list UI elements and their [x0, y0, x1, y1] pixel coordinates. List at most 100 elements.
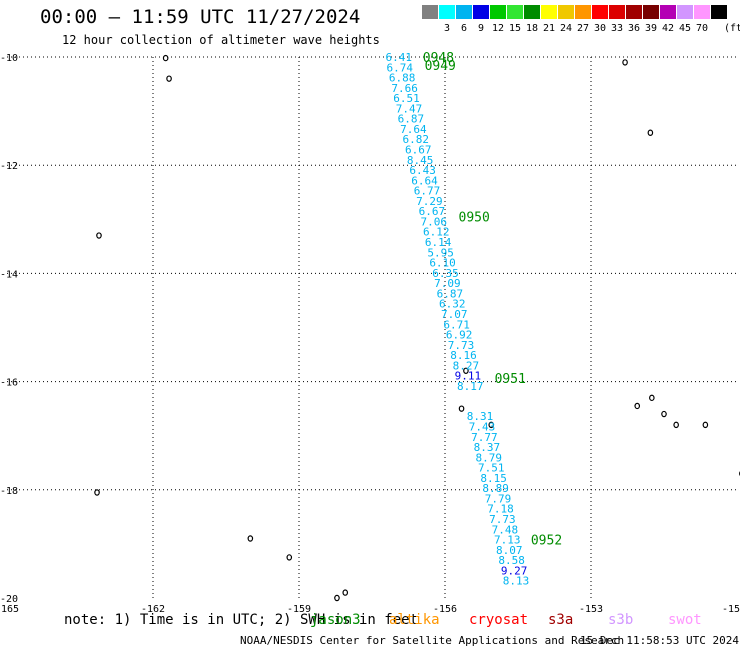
wave-height-value: 6.87 [398, 113, 425, 126]
mission-label: s3a [548, 612, 574, 628]
island-outline [647, 129, 654, 136]
colorbar-label: 12 [491, 23, 505, 34]
graticule [7, 56, 737, 598]
wave-height-value: 8.13 [503, 575, 530, 588]
mission-label: altika [389, 612, 440, 628]
island-outline [622, 59, 628, 66]
colorbar-swatch [473, 5, 489, 19]
lat-tick-label: -20 [0, 594, 18, 605]
wave-height-value: 7.73 [448, 339, 475, 352]
mission-label: s3b [608, 612, 634, 628]
colorbar-label: 15 [508, 23, 522, 34]
wave-height-value: 6.51 [393, 92, 420, 105]
wave-height-value: 7.73 [489, 513, 516, 526]
colorbar-swatch [575, 5, 591, 19]
colorbar-label: 39 [644, 23, 658, 34]
island-outline [96, 232, 102, 239]
wave-height-value: 6.64 [411, 174, 438, 187]
lon-tick-label: -156 [433, 604, 457, 615]
island-outline [342, 589, 349, 596]
wave-height-value: 6.10 [429, 257, 456, 270]
lon-tick-label: -165 [0, 604, 19, 615]
lon-tick-label: -15 [722, 604, 740, 615]
mission-label: swot [668, 612, 702, 628]
mission-label: cryosat [469, 612, 529, 628]
wave-height-value: 7.29 [416, 195, 443, 208]
colorbar-label: 36 [627, 23, 641, 34]
island-outline [673, 421, 679, 429]
island-outline [463, 367, 469, 374]
wave-height-value: 7.09 [434, 277, 461, 290]
axis-ticks: -165 -162 -159 -156 -153 -15 -10 -12 -14 -16 -18 -2… [0, 53, 740, 615]
colorbar-label: 27 [576, 23, 590, 34]
colorbar-label: 33 [610, 23, 624, 34]
colorbar-swatch [711, 5, 727, 19]
colorbar-swatch [524, 5, 540, 19]
wave-height-value: 6.87 [437, 287, 464, 300]
wave-height-value: 7.64 [400, 123, 427, 136]
wave-height-value: 6.88 [389, 72, 416, 85]
wave-height-value: 7.13 [494, 534, 521, 547]
colorbar-swatch [541, 5, 557, 19]
wave-height-value: 6.82 [403, 133, 430, 146]
wave-height-value: 6.14 [425, 236, 452, 249]
island-outline [649, 394, 655, 402]
island-outline [334, 594, 340, 602]
island-outline [634, 402, 641, 410]
lat-tick-label: -16 [0, 378, 18, 389]
colorbar-swatch [422, 5, 438, 19]
colorbar-unit: (ft) [724, 23, 740, 34]
wave-height-value: 6.41 [386, 51, 413, 64]
lat-tick-label: -18 [0, 486, 18, 497]
colorbar-label: 24 [559, 23, 573, 34]
wave-height-value: 7.79 [485, 492, 512, 505]
colorbar-label: 18 [525, 23, 539, 34]
wave-height-value: 8.45 [407, 154, 434, 167]
wave-height-value: 9.27 [501, 564, 528, 577]
wave-height-value: 8.79 [476, 451, 503, 464]
colorbar-label: 70 [695, 23, 709, 34]
island-outline [162, 54, 169, 62]
wave-height-value: 7.77 [471, 431, 498, 444]
island-outline [247, 535, 254, 542]
island-outline [702, 421, 709, 429]
colorbar-label: 9 [477, 23, 485, 34]
colorbar-swatch [694, 5, 710, 19]
wave-height-value: 5.95 [427, 246, 454, 259]
island-outline [488, 421, 495, 429]
wave-height-value: 7.18 [487, 503, 514, 516]
time-label: 0951 [495, 372, 526, 387]
wave-height-value: 8.27 [453, 359, 480, 372]
wave-height-value: 8.16 [450, 349, 477, 362]
wave-height-value: 7.51 [478, 462, 505, 475]
island-outline [286, 554, 293, 561]
lon-tick-label: -153 [579, 604, 603, 615]
time-label: 0950 [459, 211, 490, 226]
colorbar-swatch [490, 5, 506, 19]
wave-height-value: 7.06 [421, 215, 448, 228]
colorbar-swatch [609, 5, 625, 19]
wave-height-value: 6.74 [386, 61, 413, 74]
wave-height-value: 6.77 [414, 185, 441, 198]
lon-tick-label: -159 [287, 604, 311, 615]
island-outline [458, 405, 465, 412]
colorbar-swatch [677, 5, 693, 19]
wave-height-value: 8.15 [480, 472, 507, 485]
colorbar-swatch [507, 5, 523, 19]
lat-tick-label: -12 [0, 161, 18, 172]
colorbar-label: 30 [593, 23, 607, 34]
time-label: 0952 [531, 534, 562, 549]
wave-height-value: 9.11 [455, 370, 482, 383]
colorbar-swatch [558, 5, 574, 19]
wave-height-value: 7.47 [396, 102, 423, 115]
wave-height-value: 6.32 [439, 298, 466, 311]
mission-label: jason3 [310, 612, 361, 628]
wave-height-value: 7.07 [441, 308, 468, 321]
lon-tick-label: -162 [141, 604, 165, 615]
wave-height-value: 7.43 [469, 421, 496, 434]
lat-tick-label: -10 [0, 53, 18, 64]
time-label: 0949 [425, 59, 456, 74]
wave-height-value: 8.58 [498, 554, 525, 567]
wave-height-value: 6.12 [423, 226, 450, 239]
wave-height-value: 6.67 [419, 205, 446, 218]
